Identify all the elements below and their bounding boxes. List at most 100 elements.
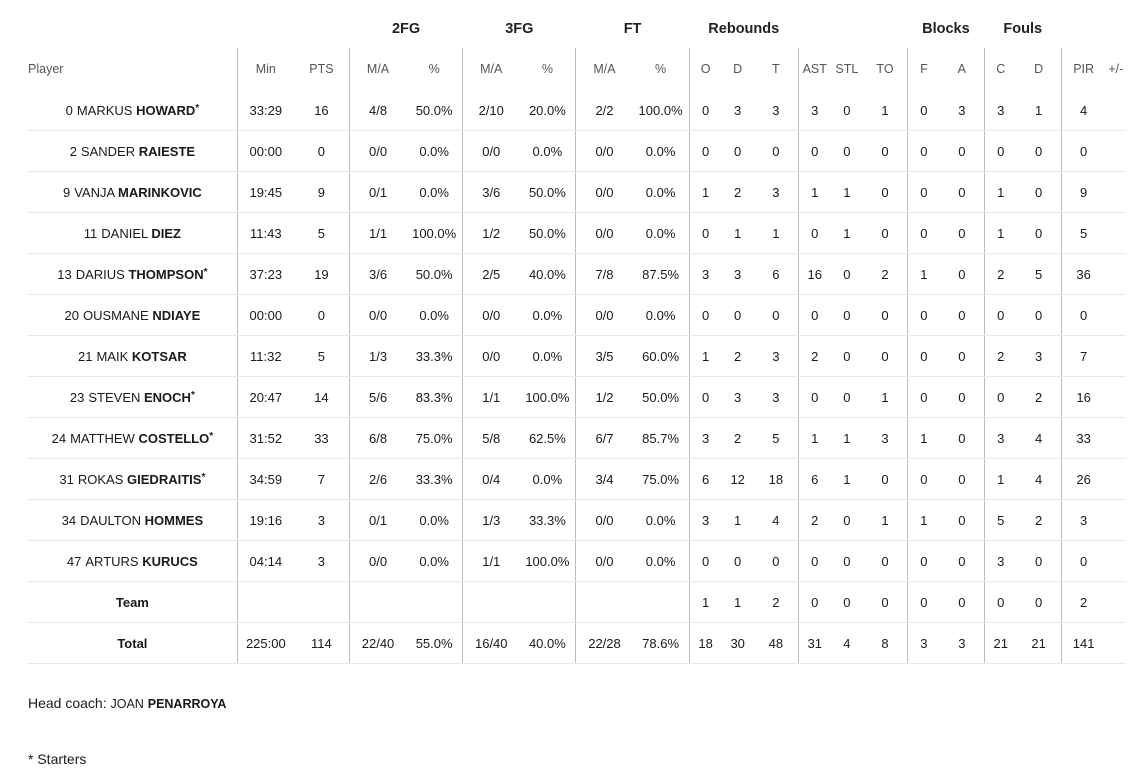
- stat-stl: 0: [830, 294, 864, 336]
- player-row: 23 STEVEN ENOCH* 20:47 14 5/6 83.3% 1/1 100.0% 1…: [28, 376, 1126, 418]
- stat-ft-pct: 0.0%: [632, 130, 690, 172]
- player-number: 9: [62, 184, 71, 200]
- stat-fg3-pct: [519, 581, 576, 623]
- stat-t: 0: [753, 540, 799, 582]
- stat-ba: 0: [939, 294, 985, 336]
- column-header-row: Player Min PTS M/A% M/A% M/A% O D T AST STL TO F A C D P…: [28, 48, 1126, 90]
- stat-pm: [1105, 622, 1126, 664]
- stat-min: 00:00: [236, 130, 294, 172]
- stat-to: 1: [863, 90, 908, 131]
- team-label: Team: [28, 581, 238, 623]
- stat-d: 0: [721, 294, 754, 336]
- player-last-name: DIEZ: [151, 225, 181, 241]
- stat-pts: 9: [293, 171, 350, 213]
- player-row: 9 VANJA MARINKOVIC 19:45 9 0/1 0.0% 3/6 50.0% 0/…: [28, 171, 1126, 213]
- stat-pm: [1105, 458, 1126, 500]
- column-header-fg2-ma: M/A: [348, 48, 407, 90]
- stat-bf: 0: [906, 376, 940, 418]
- total-label: Total: [28, 622, 238, 664]
- stat-t: 0: [753, 294, 799, 336]
- stat-min: 34:59: [236, 458, 294, 500]
- stat-pm: [1105, 130, 1126, 172]
- box-score-body: 2FG 3FG FT Rebounds Blocks Fouls Player M…: [28, 10, 1126, 664]
- stat-fg3-pct: 40.0%: [519, 622, 576, 664]
- stat-t: 3: [753, 376, 799, 418]
- stat-fg3-ma: 2/5: [462, 253, 520, 295]
- group-fouls: Fouls: [1003, 21, 1043, 37]
- group-ft: FT: [623, 21, 642, 37]
- stat-to: 2: [863, 253, 908, 295]
- stat-o: 0: [688, 376, 722, 418]
- stat-pm: [1105, 335, 1126, 377]
- stat-fg3-ma: 2/10: [462, 90, 520, 131]
- player-row: 47 ARTURS KURUCS 04:14 3 0/0 0.0% 1/1 100.0% 0/0…: [28, 540, 1126, 582]
- column-header-to: TO: [876, 62, 894, 76]
- starter-marker: *: [209, 430, 214, 442]
- stat-pts: 14: [293, 376, 350, 418]
- stat-d: 1: [721, 212, 754, 254]
- stat-ft-ma: 2/2: [575, 90, 633, 131]
- stat-t: 3: [753, 335, 799, 377]
- starter-marker: *: [195, 102, 200, 114]
- stat-pir: 2: [1060, 581, 1106, 623]
- stat-fd: 2: [1016, 376, 1062, 418]
- stat-fg3-pct: 0.0%: [519, 294, 576, 336]
- stat-stl: 0: [830, 90, 864, 131]
- player-row: 2 SANDER RAIESTE 00:00 0 0/0 0.0% 0/0 0.0% 0/0 0.…: [28, 130, 1126, 172]
- column-header-pir: PIR: [1060, 48, 1106, 90]
- stat-pts: 5: [293, 212, 350, 254]
- stat-ft-pct: 85.7%: [632, 417, 690, 459]
- player-name-cell: 24 MATTHEW COSTELLO*: [28, 417, 238, 459]
- stat-ast: 1: [797, 417, 831, 459]
- player-number: 20: [64, 307, 79, 323]
- stat-fc: 3: [983, 90, 1017, 131]
- stat-ba: 3: [939, 622, 985, 664]
- player-number: 0: [65, 102, 73, 118]
- stat-ft-pct: 78.6%: [632, 622, 690, 664]
- stat-ft-ma: 0/0: [575, 212, 633, 254]
- stat-pir: 9: [1060, 171, 1106, 213]
- stat-o: 3: [688, 499, 722, 541]
- stat-to: 0: [863, 212, 908, 254]
- player-number: 13: [57, 266, 72, 282]
- column-header-fg3-ma: M/A: [462, 48, 520, 90]
- stat-ft-pct: 50.0%: [632, 376, 690, 418]
- stat-ft-ma: 3/4: [575, 458, 633, 500]
- player-name-cell: 9 VANJA MARINKOVIC: [28, 171, 238, 213]
- player-first-name: VANJA: [74, 184, 115, 200]
- stat-min: 31:52: [236, 417, 294, 459]
- column-header-ba: A: [957, 62, 966, 76]
- stat-fg2-pct: 100.0%: [406, 212, 463, 254]
- player-number: 21: [77, 348, 93, 364]
- stat-pir: 0: [1060, 294, 1106, 336]
- stat-stl: 1: [830, 417, 864, 459]
- stat-fc: 0: [983, 376, 1017, 418]
- stat-fg2-pct: [406, 581, 463, 623]
- stat-ft-ma: 3/5: [575, 335, 633, 377]
- stat-ast: 0: [797, 376, 831, 418]
- stat-fg2-ma: 0/0: [348, 294, 407, 336]
- column-header-bf: F: [906, 48, 940, 90]
- stat-min: 225:00: [236, 622, 294, 664]
- stat-ast: 16: [797, 253, 831, 295]
- stat-ft-ma: 7/8: [575, 253, 633, 295]
- stat-stl: 1: [830, 171, 864, 213]
- player-first-name: STEVEN: [88, 389, 141, 405]
- stat-o: 0: [688, 130, 722, 172]
- player-name-cell: 34 DAULTON HOMMES: [28, 499, 238, 541]
- stat-t: 2: [753, 581, 799, 623]
- player-first-name: DAULTON: [80, 512, 142, 528]
- stat-d: 2: [721, 171, 754, 213]
- stat-fg2-ma: 0/1: [348, 499, 407, 541]
- stat-fg2-pct: 0.0%: [406, 130, 463, 172]
- player-name-cell: 23 STEVEN ENOCH*: [28, 376, 238, 418]
- column-header-stl: STL: [835, 62, 859, 76]
- stat-fd: 4: [1016, 417, 1062, 459]
- stat-fg2-pct: 0.0%: [406, 540, 463, 582]
- stat-bf: 1: [906, 253, 940, 295]
- group-2fg: 2FG: [391, 21, 421, 37]
- stat-pm: [1105, 540, 1126, 582]
- stat-fc: 0: [983, 130, 1017, 172]
- stat-fg3-ma: 1/1: [462, 376, 520, 418]
- column-header-fc: C: [983, 48, 1017, 90]
